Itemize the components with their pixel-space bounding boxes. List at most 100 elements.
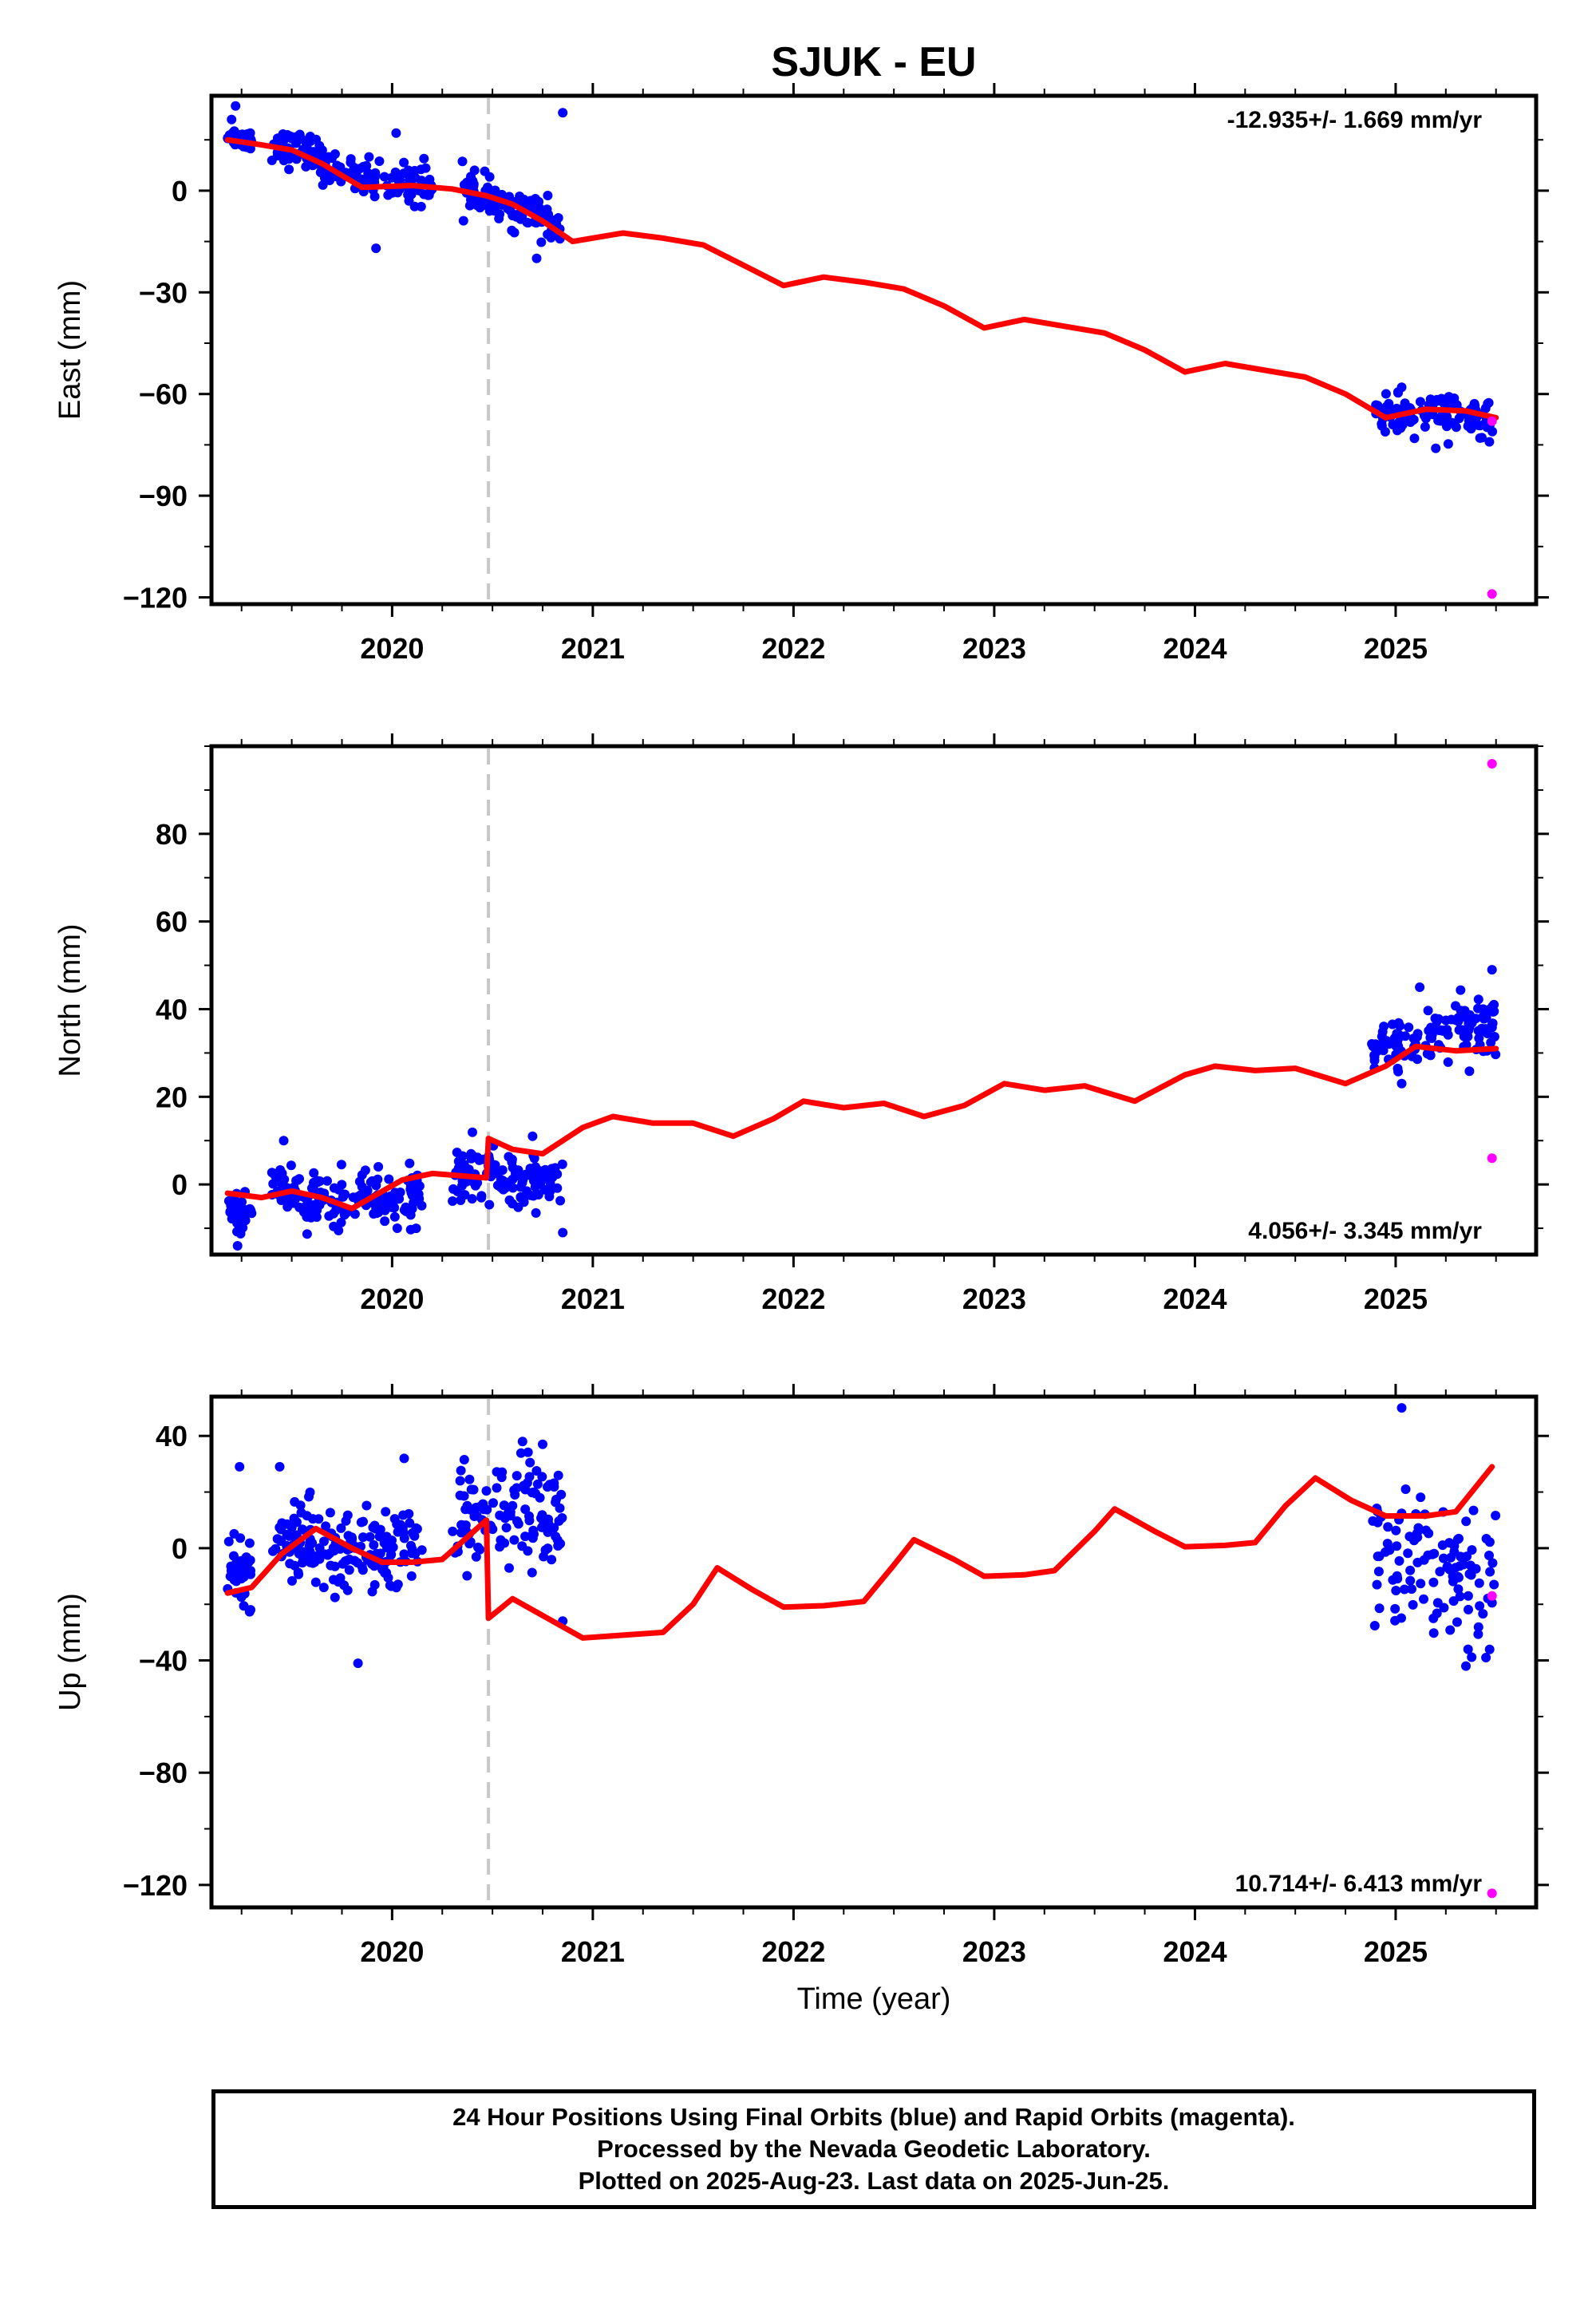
footer-line-1: 24 Hour Positions Using Final Orbits (bl… [452,2103,1295,2131]
final-point [330,1592,340,1603]
final-point [275,1461,285,1472]
final-point [1396,1403,1407,1413]
final-point [1489,1579,1499,1590]
footer-line-2: Processed by the Nevada Geodetic Laborat… [597,2135,1151,2163]
x-tick-label: 2024 [1163,1282,1227,1315]
final-point [1412,1557,1423,1567]
final-point [346,154,356,164]
final-point [1403,1548,1413,1559]
final-point [1420,413,1431,424]
final-point [232,1218,243,1228]
final-point [551,1494,561,1504]
final-point [373,1162,384,1172]
x-tick-label: 2022 [761,1935,825,1968]
x-tick-label: 2020 [360,1282,424,1315]
final-point [369,1539,379,1550]
final-point [379,172,389,182]
final-point [319,1536,329,1547]
final-point [1439,399,1449,409]
final-point [507,1157,517,1167]
final-point [387,188,397,198]
final-point [1452,1617,1462,1627]
final-point [411,1223,421,1234]
rapid-point [1487,759,1497,769]
final-point [276,1524,286,1535]
final-point [550,1163,560,1173]
final-point [1391,1586,1401,1595]
final-point [1367,1039,1377,1049]
final-point [1419,1594,1428,1604]
final-point [350,1209,360,1219]
final-point [244,1538,255,1548]
y-tick-label: 0 [172,1532,188,1565]
final-point [508,1500,518,1511]
final-point [1455,1561,1465,1571]
final-point [318,1583,329,1593]
final-point [1409,433,1420,444]
model-curve [224,1464,1495,1641]
final-point [1464,1066,1475,1077]
final-point [482,1504,492,1515]
final-point [384,1174,394,1184]
rapid-point [1487,1591,1497,1601]
final-orbit-points [223,101,1498,453]
y-tick-label: −40 [139,1645,188,1678]
plot-frame [209,1394,1539,1910]
final-point [1467,421,1477,432]
final-point [369,1208,379,1219]
final-point [334,1577,343,1587]
final-point [389,1211,400,1222]
final-point [358,1532,368,1543]
y-tick-label: 20 [156,1081,188,1113]
final-point [295,1500,306,1511]
final-point [1390,1603,1400,1614]
final-point [1374,1603,1385,1614]
y-tick-label: −120 [123,582,188,615]
final-point [373,1174,383,1184]
final-point [304,160,314,169]
final-point [404,196,414,206]
final-point [469,1512,480,1521]
final-point [276,1535,286,1546]
final-point [1432,1608,1442,1618]
y-tick-label: 40 [156,1420,188,1452]
final-point [227,114,237,124]
final-point [1393,1063,1403,1073]
final-point [1400,398,1410,409]
final-point [1456,1551,1466,1562]
x-tick-label: 2022 [761,1282,825,1315]
final-point [1481,1653,1491,1662]
final-point [376,1201,386,1211]
final-point [1475,1601,1485,1611]
final-point [488,1498,498,1508]
final-point [419,153,429,164]
final-point [448,1526,458,1536]
final-point [405,1158,415,1168]
final-point [233,1561,243,1571]
final-point [519,1172,530,1182]
x-tick-label: 2023 [962,632,1026,665]
panel-east: 0 −30 −60 −90 −120 2020 2021 2022 2023 2024 2025 Ea… [53,83,1549,665]
final-point [286,131,296,141]
final-point [539,1551,549,1562]
final-point [496,1174,506,1184]
y-axis-label: Up (mm) [53,1593,87,1711]
final-point [1380,427,1390,437]
final-point [471,1551,481,1562]
final-point [1404,1022,1414,1033]
final-point [523,1447,533,1457]
final-point [304,1541,314,1551]
final-point [340,1189,350,1199]
final-point [536,237,547,247]
final-point [552,1183,563,1193]
final-point [318,180,328,190]
final-point [1377,1026,1388,1037]
final-point [459,1455,469,1464]
final-point [1448,398,1459,409]
final-point [417,1545,427,1555]
final-point [398,1510,409,1520]
final-point [1444,1538,1455,1548]
final-point [492,1483,502,1493]
final-point [1373,1567,1384,1577]
final-point [1377,419,1387,429]
